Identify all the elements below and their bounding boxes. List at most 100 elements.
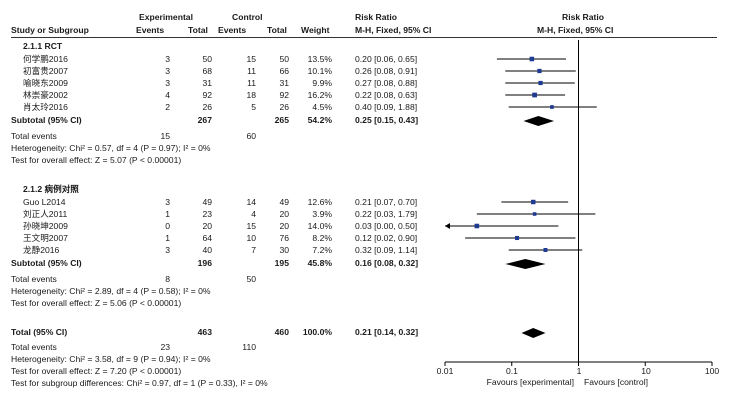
total-diamond [521,328,546,338]
heterogeneity-text: Heterogeneity: Chi² = 3.58, df = 9 (P = … [11,354,211,364]
exp-total: 92 [202,90,212,100]
overall-effect-text: Test for overall effect: Z = 5.07 (P < 0… [11,155,182,165]
ctl-events: 10 [246,233,256,243]
axis-tick-label: 0.1 [506,366,518,376]
subtotal-diamond [505,259,546,269]
exp-total: 26 [202,102,212,112]
weight: 10.1% [307,66,332,76]
ctl-total: 92 [279,90,289,100]
ctl-total: 20 [279,221,289,231]
ctl-total: 49 [279,197,289,207]
study-name: 初富贵2007 [23,66,68,76]
ctl-events: 5 [251,102,256,112]
study-square [514,235,520,241]
header-method-plot: M-H, Fixed, 95% CI [537,25,614,35]
total-events-exp: 15 [160,131,170,141]
subtotal-diamond [523,116,555,126]
favours-control-label: Favours [control] [584,377,648,387]
ctl-total: 26 [279,102,289,112]
exp-events: 3 [165,245,170,255]
weight: 14.0% [307,221,332,231]
weight: 12.6% [307,197,332,207]
ci-text: 0.21 [0.07, 0.70] [355,197,418,207]
exp-total: 23 [202,209,212,219]
weight: 8.2% [312,233,332,243]
axis-tick-label: 10 [641,366,651,376]
ctl-total: 20 [279,209,289,219]
ci-text: 0.22 [0.03, 1.79] [355,209,418,219]
study-square [531,199,536,205]
group-title: 2.1.2 病例对照 [23,184,79,194]
header-total: Total [188,25,208,35]
ctl-total: 66 [279,66,289,76]
study-square [474,223,480,229]
axis-tick-label: 100 [704,366,720,376]
ctl-events: 14 [246,197,256,207]
weight: 100.0% [302,327,332,337]
study-square [538,80,543,86]
total-events-exp: 8 [165,274,170,284]
weight: 3.9% [312,209,332,219]
subgroup-differences-text: Test for subgroup differences: Chi² = 0.… [11,378,268,388]
total-events-ctl: 110 [242,342,256,352]
total-events-ctl: 50 [246,274,256,284]
header-method: M-H, Fixed, 95% CI [355,25,432,35]
exp-total: 196 [197,258,212,268]
total-label: Total (95% CI) [11,327,68,337]
exp-events: 0 [165,221,170,231]
header-control: Control [232,12,263,22]
header-experimental: Experimental [139,12,193,22]
ctl-total: 265 [274,115,289,125]
ctl-events: 15 [246,221,256,231]
exp-events: 3 [165,66,170,76]
ctl-events: 11 [247,78,256,88]
weight: 54.2% [307,115,332,125]
ci-text: 0.12 [0.02, 0.90] [355,233,418,243]
ci-text: 0.40 [0.09, 1.88] [355,102,418,112]
study-name: 刘正人2011 [23,209,68,219]
exp-events: 3 [165,197,170,207]
exp-events: 1 [165,209,170,219]
exp-total: 31 [202,78,212,88]
study-name: 林崇豪2002 [23,90,68,100]
exp-events: 4 [165,90,170,100]
study-square [532,92,537,98]
header-risk-ratio: Risk Ratio [355,12,398,22]
study-square [543,248,548,252]
header-events: Events [136,25,165,35]
exp-total: 20 [202,221,212,231]
exp-total: 68 [202,66,212,76]
ci-text: 0.03 [0.00, 0.50] [355,221,418,231]
header-events-control: Events [218,25,247,35]
weight: 9.9% [312,78,332,88]
ctl-events: 4 [251,209,256,219]
exp-total: 50 [202,54,212,64]
header-study: Study or Subgroup [11,25,89,35]
exp-total: 49 [202,197,212,207]
header-rule [11,37,717,38]
study-name: 肖太玲2016 [23,102,68,112]
ci-text: 0.20 [0.06, 0.65] [355,54,418,64]
header-weight: Weight [301,25,330,35]
study-square [529,56,535,62]
axis-tick-label: 1 [576,366,582,376]
ctl-total: 31 [279,78,289,88]
overall-effect-text: Test for overall effect: Z = 7.20 (P < 0… [11,366,182,376]
study-name: 王文明2007 [23,233,68,243]
total-events-label: Total events [11,342,57,352]
favours-experimental-label: Favours [experimental] [486,377,574,387]
exp-events: 1 [165,233,170,243]
ci-text: 0.27 [0.08, 0.88] [355,78,418,88]
exp-total: 267 [197,115,212,125]
subtotal-label: Subtotal (95% CI) [11,115,82,125]
total-events-ctl: 60 [246,131,256,141]
ctl-total: 30 [279,245,289,255]
exp-events: 3 [165,78,170,88]
ctl-events: 11 [247,66,256,76]
exp-events: 2 [165,102,170,112]
ctl-total: 460 [274,327,289,337]
ci-text: 0.21 [0.14, 0.32] [355,327,419,337]
ctl-total: 50 [279,54,289,64]
header-risk-ratio-plot: Risk Ratio [562,12,605,22]
